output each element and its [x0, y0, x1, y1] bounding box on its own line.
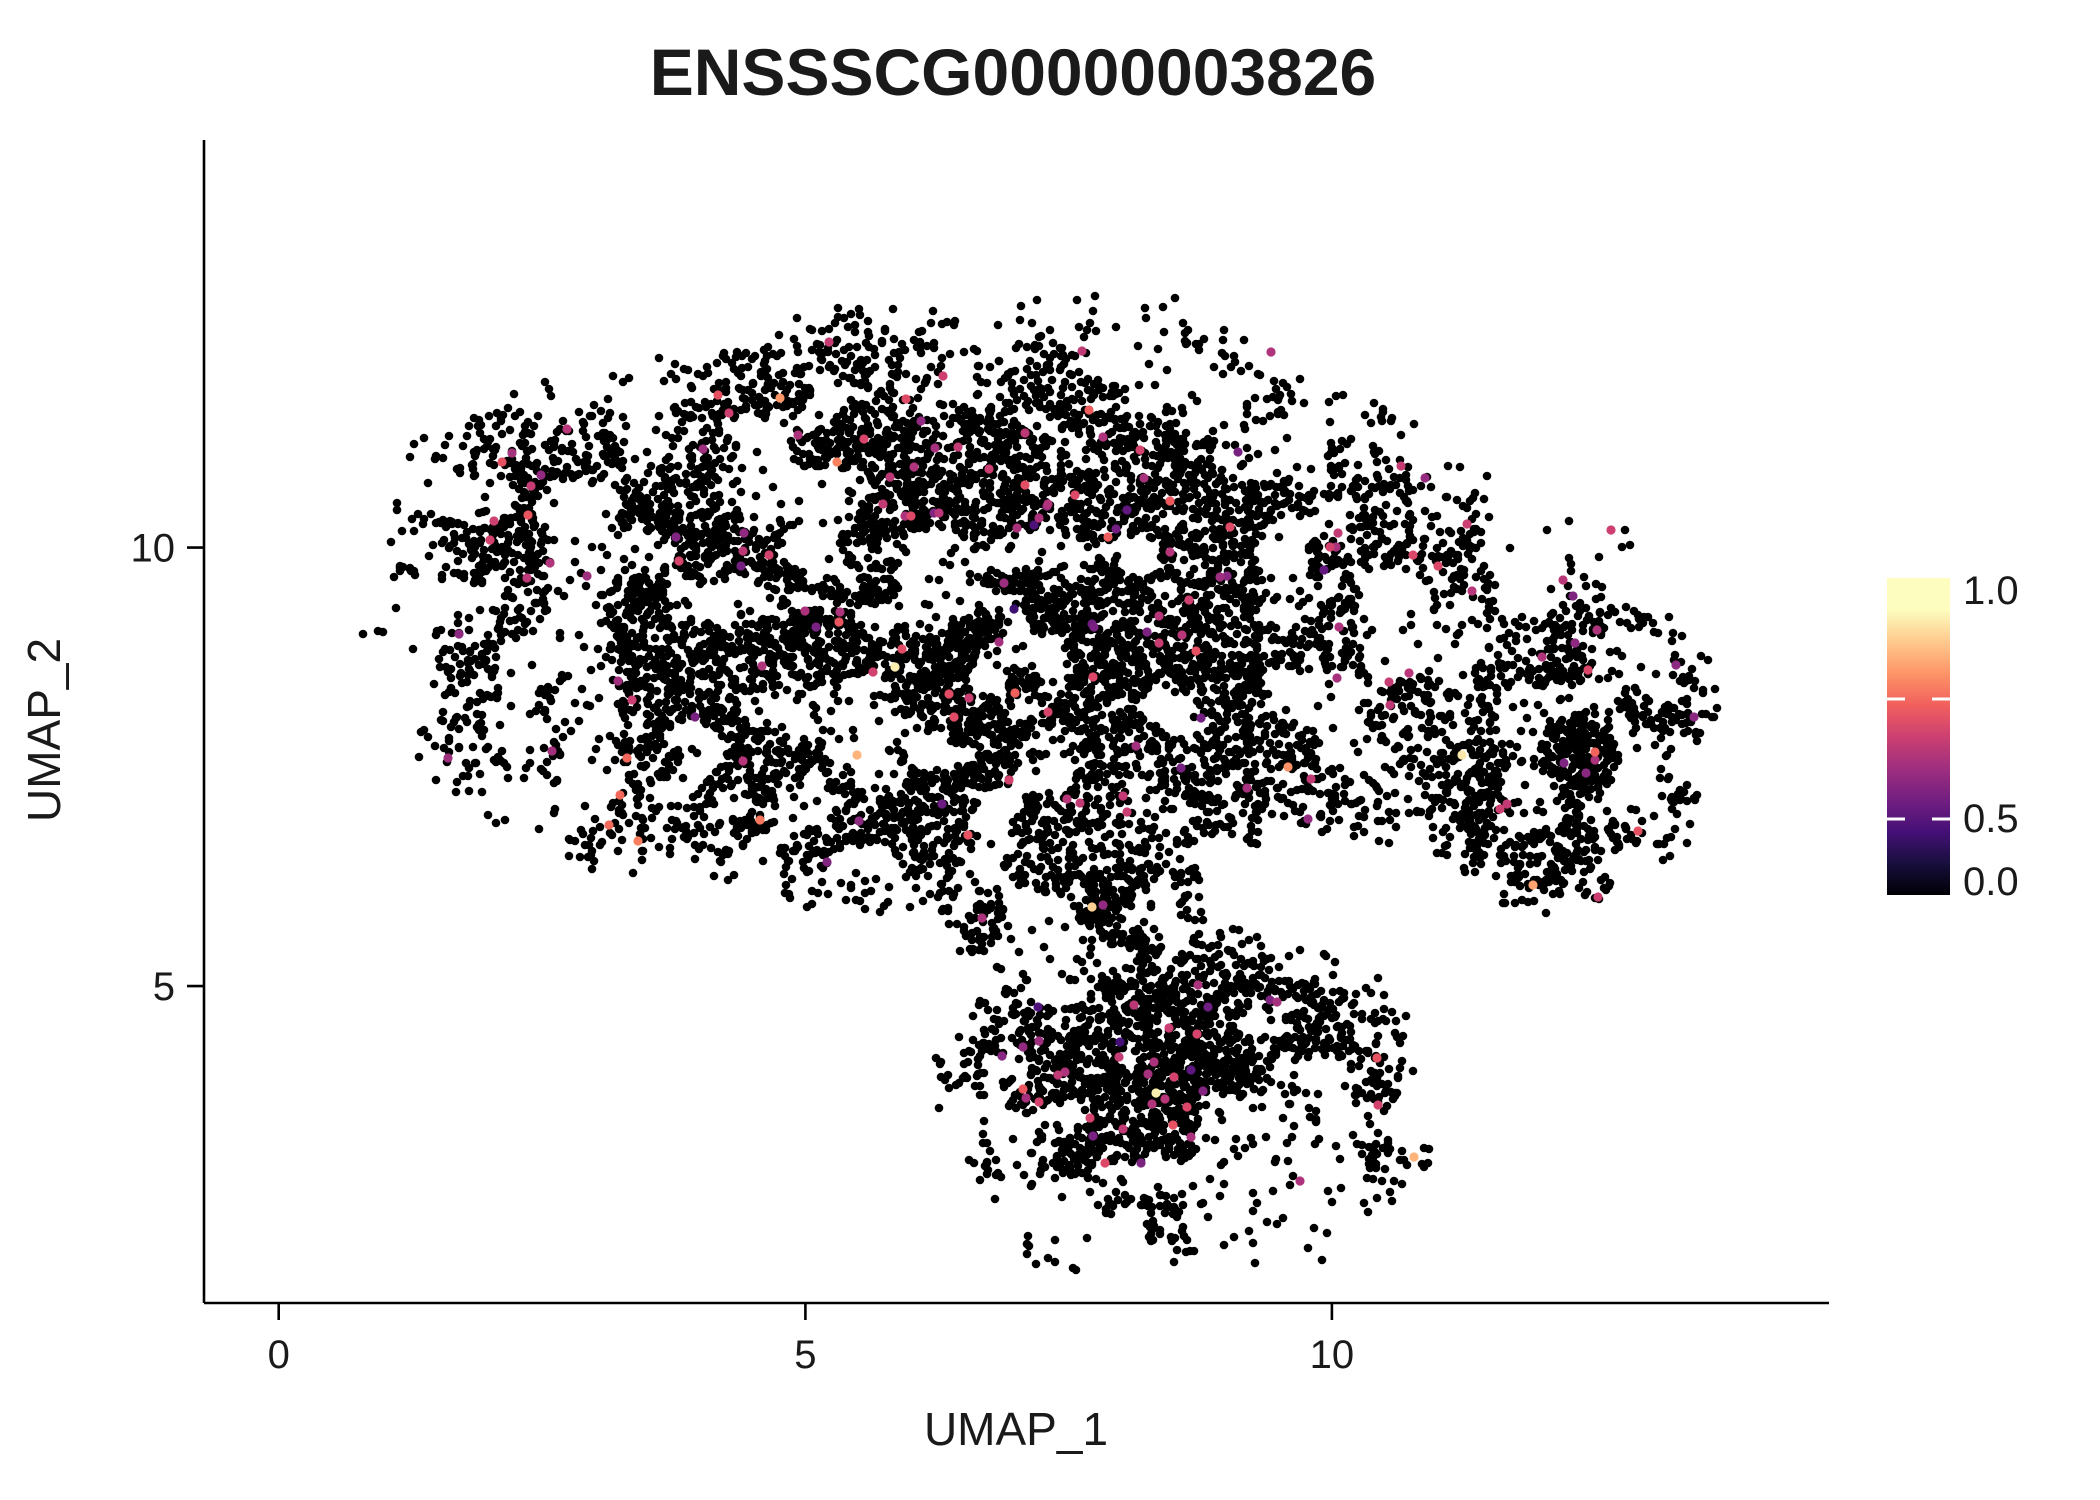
- svg-text:UMAP_2: UMAP_2: [18, 638, 70, 822]
- svg-text:10: 10: [131, 527, 176, 571]
- svg-text:5: 5: [794, 1333, 816, 1377]
- svg-text:10: 10: [1310, 1333, 1355, 1377]
- svg-text:0: 0: [268, 1333, 290, 1377]
- svg-text:UMAP_1: UMAP_1: [924, 1403, 1108, 1455]
- svg-text:5: 5: [153, 965, 175, 1009]
